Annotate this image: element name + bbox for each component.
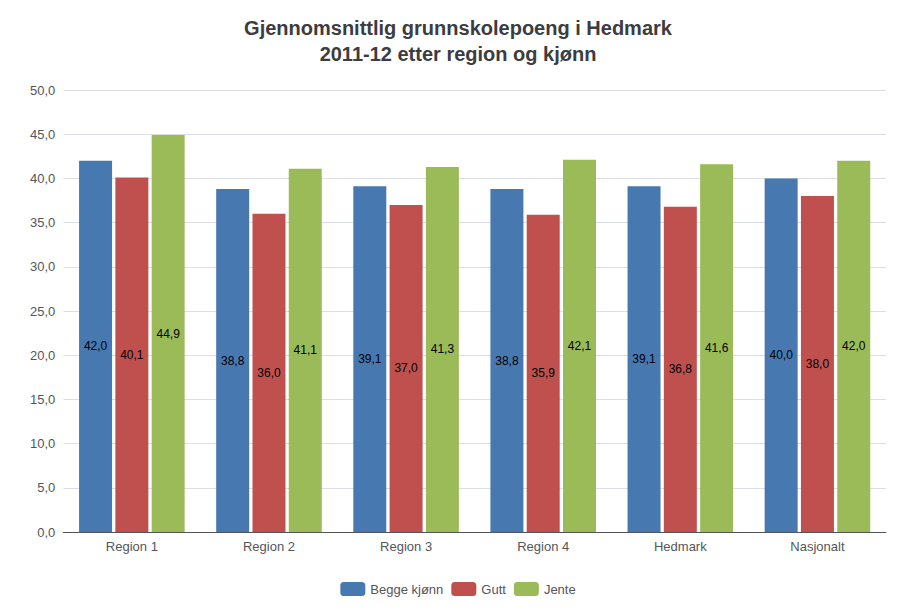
- svg-text:10,0: 10,0: [30, 436, 55, 451]
- svg-text:42,0: 42,0: [84, 339, 108, 353]
- svg-text:25,0: 25,0: [30, 304, 55, 319]
- svg-text:41,1: 41,1: [294, 343, 318, 357]
- svg-text:Region 2: Region 2: [243, 539, 295, 554]
- svg-text:Nasjonalt: Nasjonalt: [790, 539, 845, 554]
- svg-text:41,3: 41,3: [431, 342, 455, 356]
- svg-text:Region 4: Region 4: [517, 539, 569, 554]
- svg-text:Begge kjønn: Begge kjønn: [370, 582, 443, 597]
- svg-text:45,0: 45,0: [30, 127, 55, 142]
- svg-text:40,1: 40,1: [120, 348, 144, 362]
- svg-text:42,0: 42,0: [842, 339, 866, 353]
- svg-text:38,8: 38,8: [221, 354, 245, 368]
- svg-text:42,1: 42,1: [568, 339, 592, 353]
- svg-text:36,0: 36,0: [257, 366, 281, 380]
- svg-text:Jente: Jente: [544, 582, 576, 597]
- svg-text:36,8: 36,8: [669, 362, 693, 376]
- svg-text:40,0: 40,0: [30, 171, 55, 186]
- svg-text:Region 1: Region 1: [106, 539, 158, 554]
- svg-text:2011-12 etter region og kjønn: 2011-12 etter region og kjønn: [320, 43, 597, 65]
- svg-text:38,0: 38,0: [806, 357, 830, 371]
- svg-text:44,9: 44,9: [156, 327, 180, 341]
- svg-text:50,0: 50,0: [30, 83, 55, 98]
- svg-text:0,0: 0,0: [37, 525, 55, 540]
- svg-text:38,8: 38,8: [495, 354, 519, 368]
- svg-text:15,0: 15,0: [30, 392, 55, 407]
- svg-text:40,0: 40,0: [769, 348, 793, 362]
- svg-text:5,0: 5,0: [37, 480, 55, 495]
- svg-text:35,9: 35,9: [532, 366, 556, 380]
- svg-text:41,6: 41,6: [705, 341, 729, 355]
- svg-text:Gutt: Gutt: [481, 582, 506, 597]
- svg-text:39,1: 39,1: [632, 352, 656, 366]
- svg-text:Region 3: Region 3: [380, 539, 432, 554]
- svg-text:30,0: 30,0: [30, 259, 55, 274]
- svg-text:Gjennomsnittlig grunnskolepoen: Gjennomsnittlig grunnskolepoeng i Hedmar…: [244, 17, 673, 39]
- svg-text:35,0: 35,0: [30, 215, 55, 230]
- svg-text:Hedmark: Hedmark: [654, 539, 707, 554]
- svg-text:39,1: 39,1: [358, 352, 382, 366]
- svg-text:37,0: 37,0: [394, 361, 418, 375]
- svg-text:20,0: 20,0: [30, 348, 55, 363]
